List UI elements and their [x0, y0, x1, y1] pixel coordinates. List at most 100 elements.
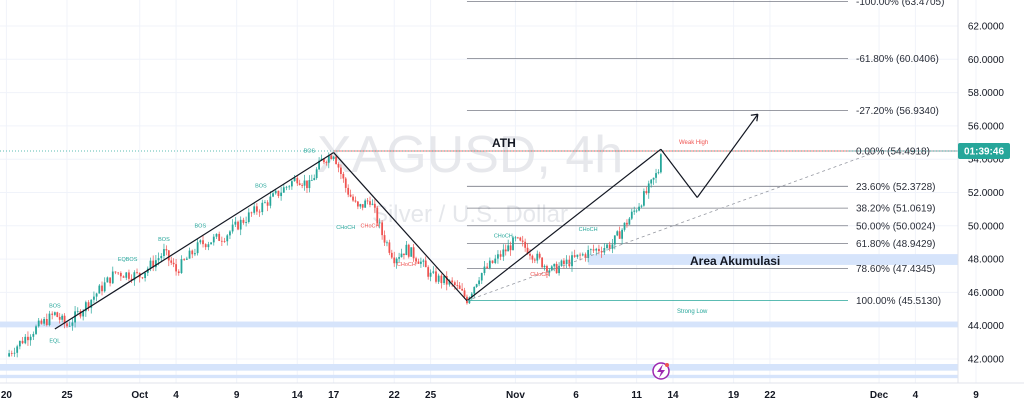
candle-body: [587, 250, 590, 258]
candle-body: [526, 247, 529, 254]
candle-body: [35, 326, 37, 334]
candle-body: [451, 280, 454, 283]
candle-body: [66, 323, 68, 327]
candle-body: [344, 178, 347, 188]
candle-body: [56, 312, 59, 317]
candle-body: [323, 158, 325, 163]
candle-body: [310, 180, 313, 181]
price-axis[interactable]: 42.0000 44.0000 46.0000 48.0000 50.0000 52.00…: [957, 0, 1005, 383]
structure-label: CHoCH: [336, 225, 355, 231]
structure-label: BOS: [49, 303, 61, 309]
candle-body: [175, 264, 177, 272]
candle-body: [53, 312, 56, 315]
candle-body: [558, 265, 560, 274]
candle-body: [247, 212, 250, 223]
candle-body: [531, 255, 534, 260]
candle-body: [212, 236, 215, 243]
candle-body: [24, 336, 27, 344]
candle-body: [194, 253, 196, 255]
candle-body: [290, 181, 293, 187]
candle-body: [553, 263, 556, 267]
candle-body: [229, 231, 231, 236]
candle-body: [388, 242, 391, 253]
candle-body: [592, 249, 595, 251]
candle-body: [210, 242, 212, 245]
candle-body: [536, 253, 539, 261]
projection-arrowhead: [750, 113, 759, 122]
candle-body: [628, 218, 631, 225]
candle-body: [373, 203, 376, 208]
candle-body: [335, 156, 337, 165]
candle-body: [301, 184, 304, 186]
candle-body: [10, 353, 13, 354]
lightning-icon[interactable]: [652, 362, 670, 380]
time-axis[interactable]: 20 25 Oct 4 9 14 17 22 25 Nov 6 11 14 19 22 Dec 4 9: [0, 382, 1024, 401]
candle-body: [16, 346, 19, 353]
candle-body: [541, 257, 544, 268]
candle-body: [327, 155, 330, 163]
candle-body: [188, 250, 191, 259]
candle-body: [571, 255, 573, 267]
candle-body: [356, 201, 359, 207]
area-akumulasi-zone: [588, 254, 958, 265]
price-tick-label: 48.0000: [968, 255, 1005, 266]
candle-body: [432, 271, 435, 273]
candle-body: [361, 204, 364, 208]
candle-body: [499, 254, 502, 257]
dashed-trend-line: [466, 150, 880, 302]
candle-body: [185, 258, 188, 260]
candle-body: [183, 259, 186, 260]
candle-body: [600, 251, 603, 253]
candle-body: [191, 250, 194, 255]
candle-body: [533, 259, 536, 261]
countdown-text: 01:39:46: [964, 147, 1004, 158]
candle-body: [453, 282, 456, 286]
time-tick-label: Nov: [506, 390, 525, 401]
price-tick-label: 46.0000: [968, 288, 1005, 299]
candle-body: [546, 265, 548, 273]
candles-layer: [8, 152, 662, 358]
candle-body: [412, 247, 415, 259]
candle-body: [504, 249, 507, 252]
candle-body: [114, 271, 117, 273]
candle-body: [160, 256, 163, 259]
candle-body: [398, 257, 400, 259]
candle-body: [274, 190, 277, 194]
candle-body: [655, 173, 657, 178]
candle-body: [475, 284, 478, 287]
candle-body: [470, 293, 473, 298]
candle-body: [652, 177, 655, 180]
candle-body: [659, 154, 662, 171]
candle-body: [390, 252, 393, 258]
candle-body: [647, 183, 650, 194]
time-tick-label: 6: [573, 390, 579, 401]
candle-body: [177, 271, 180, 274]
candle-body: [366, 200, 369, 202]
candle-body: [199, 240, 202, 243]
candle-body: [635, 210, 638, 212]
price-tick-label: 54.0000: [968, 155, 1005, 166]
price-tick-label: 42.0000: [968, 355, 1005, 366]
candle-body: [626, 222, 628, 225]
structure-label: BOS: [304, 149, 316, 155]
candle-body: [611, 244, 614, 249]
candle-body: [403, 253, 405, 256]
candle-body: [109, 277, 111, 284]
candle-body: [606, 244, 608, 249]
candle-body: [136, 272, 138, 274]
candle-body: [645, 191, 648, 194]
grid-vertical: [5, 0, 977, 383]
candle-body: [621, 229, 623, 239]
candle-body: [573, 255, 576, 257]
candle-body: [298, 183, 301, 185]
structure-label: BOS: [195, 223, 207, 229]
weak-high-label: Weak High: [679, 140, 708, 146]
candle-body: [640, 205, 643, 207]
candle-body: [483, 266, 486, 274]
candle-body: [119, 272, 122, 277]
candle-body: [463, 290, 466, 297]
candle-body: [555, 263, 558, 274]
fib-level-label: -61.80% (60.0406): [856, 54, 939, 65]
